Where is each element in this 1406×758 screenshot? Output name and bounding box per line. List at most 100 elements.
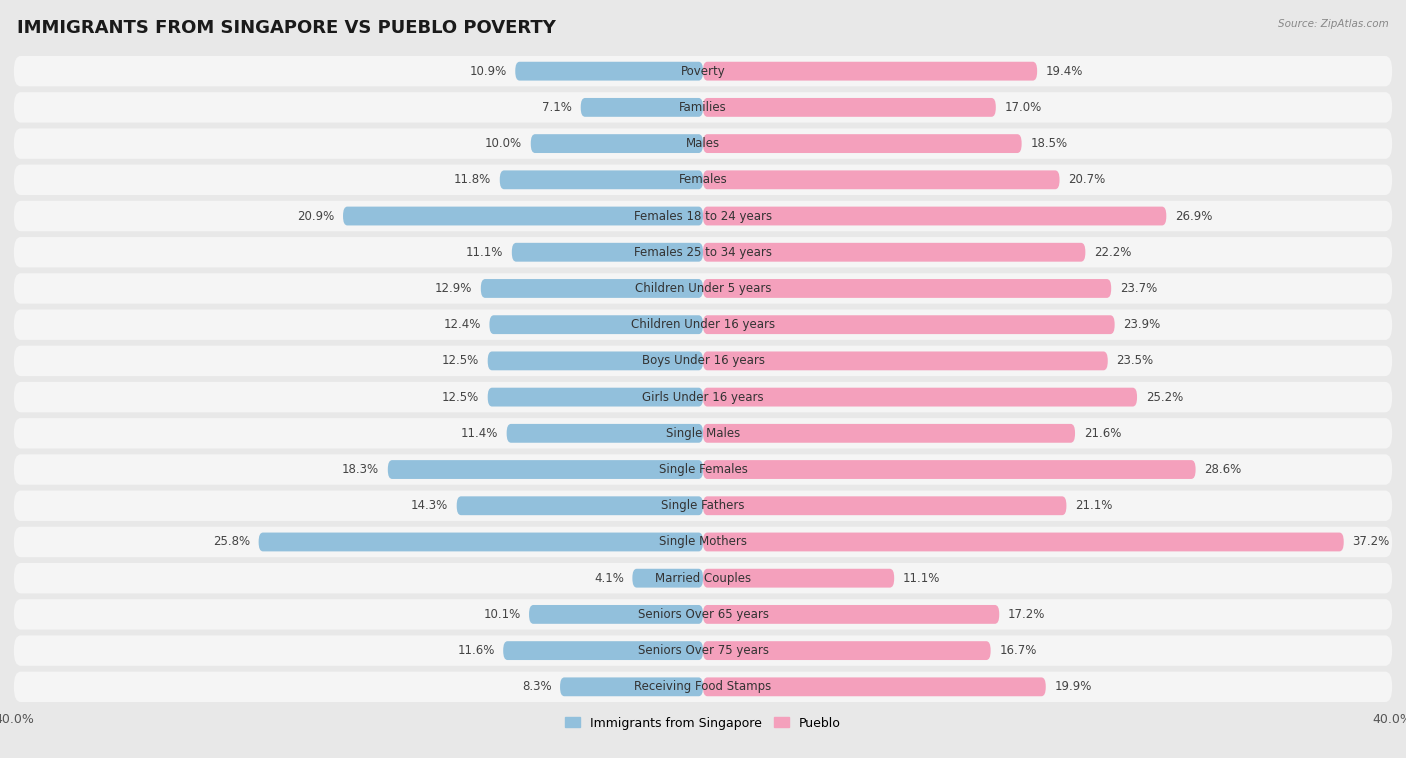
FancyBboxPatch shape [14, 128, 1392, 159]
FancyBboxPatch shape [703, 424, 1076, 443]
Text: 7.1%: 7.1% [543, 101, 572, 114]
Text: 18.5%: 18.5% [1031, 137, 1067, 150]
FancyBboxPatch shape [14, 309, 1392, 340]
Text: Receiving Food Stamps: Receiving Food Stamps [634, 681, 772, 694]
FancyBboxPatch shape [14, 454, 1392, 485]
FancyBboxPatch shape [633, 568, 703, 587]
FancyBboxPatch shape [703, 496, 1066, 515]
Text: 20.9%: 20.9% [297, 209, 335, 223]
Text: 10.0%: 10.0% [485, 137, 522, 150]
Text: Females 25 to 34 years: Females 25 to 34 years [634, 246, 772, 258]
FancyBboxPatch shape [515, 61, 703, 80]
Text: IMMIGRANTS FROM SINGAPORE VS PUEBLO POVERTY: IMMIGRANTS FROM SINGAPORE VS PUEBLO POVE… [17, 19, 555, 37]
FancyBboxPatch shape [703, 460, 1195, 479]
FancyBboxPatch shape [343, 207, 703, 225]
Text: 25.8%: 25.8% [212, 535, 250, 549]
FancyBboxPatch shape [703, 641, 991, 660]
FancyBboxPatch shape [531, 134, 703, 153]
Text: 16.7%: 16.7% [1000, 644, 1036, 657]
FancyBboxPatch shape [488, 387, 703, 406]
FancyBboxPatch shape [703, 171, 1060, 190]
FancyBboxPatch shape [703, 568, 894, 587]
Text: 12.5%: 12.5% [441, 355, 479, 368]
Text: Girls Under 16 years: Girls Under 16 years [643, 390, 763, 403]
FancyBboxPatch shape [14, 346, 1392, 376]
Text: 18.3%: 18.3% [342, 463, 380, 476]
FancyBboxPatch shape [488, 352, 703, 371]
FancyBboxPatch shape [703, 605, 1000, 624]
FancyBboxPatch shape [259, 533, 703, 551]
FancyBboxPatch shape [14, 237, 1392, 268]
Text: 4.1%: 4.1% [593, 572, 624, 584]
Text: Boys Under 16 years: Boys Under 16 years [641, 355, 765, 368]
FancyBboxPatch shape [14, 599, 1392, 630]
FancyBboxPatch shape [581, 98, 703, 117]
Text: 11.1%: 11.1% [903, 572, 941, 584]
Text: 14.3%: 14.3% [411, 500, 449, 512]
FancyBboxPatch shape [14, 164, 1392, 195]
FancyBboxPatch shape [14, 382, 1392, 412]
FancyBboxPatch shape [14, 201, 1392, 231]
Text: 12.9%: 12.9% [434, 282, 472, 295]
Text: 12.5%: 12.5% [441, 390, 479, 403]
Text: Families: Families [679, 101, 727, 114]
Text: Single Males: Single Males [666, 427, 740, 440]
FancyBboxPatch shape [14, 563, 1392, 594]
Text: 25.2%: 25.2% [1146, 390, 1182, 403]
FancyBboxPatch shape [14, 92, 1392, 123]
Text: 11.1%: 11.1% [465, 246, 503, 258]
FancyBboxPatch shape [703, 134, 1022, 153]
FancyBboxPatch shape [703, 678, 1046, 697]
Text: Seniors Over 65 years: Seniors Over 65 years [637, 608, 769, 621]
Text: 23.7%: 23.7% [1119, 282, 1157, 295]
FancyBboxPatch shape [14, 635, 1392, 666]
FancyBboxPatch shape [512, 243, 703, 262]
FancyBboxPatch shape [457, 496, 703, 515]
Text: 11.8%: 11.8% [454, 174, 491, 186]
Text: 20.7%: 20.7% [1069, 174, 1105, 186]
Text: Females 18 to 24 years: Females 18 to 24 years [634, 209, 772, 223]
FancyBboxPatch shape [703, 98, 995, 117]
Text: 23.5%: 23.5% [1116, 355, 1153, 368]
Text: 21.1%: 21.1% [1076, 500, 1112, 512]
Text: Poverty: Poverty [681, 64, 725, 77]
Text: 28.6%: 28.6% [1204, 463, 1241, 476]
Text: Single Females: Single Females [658, 463, 748, 476]
FancyBboxPatch shape [703, 315, 1115, 334]
Legend: Immigrants from Singapore, Pueblo: Immigrants from Singapore, Pueblo [560, 712, 846, 735]
Text: 17.0%: 17.0% [1004, 101, 1042, 114]
FancyBboxPatch shape [703, 352, 1108, 371]
Text: 37.2%: 37.2% [1353, 535, 1389, 549]
FancyBboxPatch shape [503, 641, 703, 660]
FancyBboxPatch shape [489, 315, 703, 334]
Text: 23.9%: 23.9% [1123, 318, 1160, 331]
FancyBboxPatch shape [703, 533, 1344, 551]
Text: 19.4%: 19.4% [1046, 64, 1083, 77]
FancyBboxPatch shape [388, 460, 703, 479]
Text: Source: ZipAtlas.com: Source: ZipAtlas.com [1278, 19, 1389, 29]
FancyBboxPatch shape [14, 56, 1392, 86]
FancyBboxPatch shape [14, 672, 1392, 702]
Text: 8.3%: 8.3% [522, 681, 551, 694]
Text: Married Couples: Married Couples [655, 572, 751, 584]
FancyBboxPatch shape [703, 387, 1137, 406]
FancyBboxPatch shape [703, 243, 1085, 262]
FancyBboxPatch shape [14, 273, 1392, 304]
Text: Males: Males [686, 137, 720, 150]
Text: 10.1%: 10.1% [484, 608, 520, 621]
Text: 22.2%: 22.2% [1094, 246, 1132, 258]
Text: Single Fathers: Single Fathers [661, 500, 745, 512]
Text: Children Under 5 years: Children Under 5 years [634, 282, 772, 295]
FancyBboxPatch shape [560, 678, 703, 697]
Text: Children Under 16 years: Children Under 16 years [631, 318, 775, 331]
FancyBboxPatch shape [703, 279, 1111, 298]
Text: Single Mothers: Single Mothers [659, 535, 747, 549]
Text: 12.4%: 12.4% [443, 318, 481, 331]
FancyBboxPatch shape [529, 605, 703, 624]
Text: 11.4%: 11.4% [461, 427, 498, 440]
Text: 10.9%: 10.9% [470, 64, 506, 77]
Text: Females: Females [679, 174, 727, 186]
Text: 21.6%: 21.6% [1084, 427, 1121, 440]
Text: 26.9%: 26.9% [1175, 209, 1212, 223]
FancyBboxPatch shape [14, 490, 1392, 521]
